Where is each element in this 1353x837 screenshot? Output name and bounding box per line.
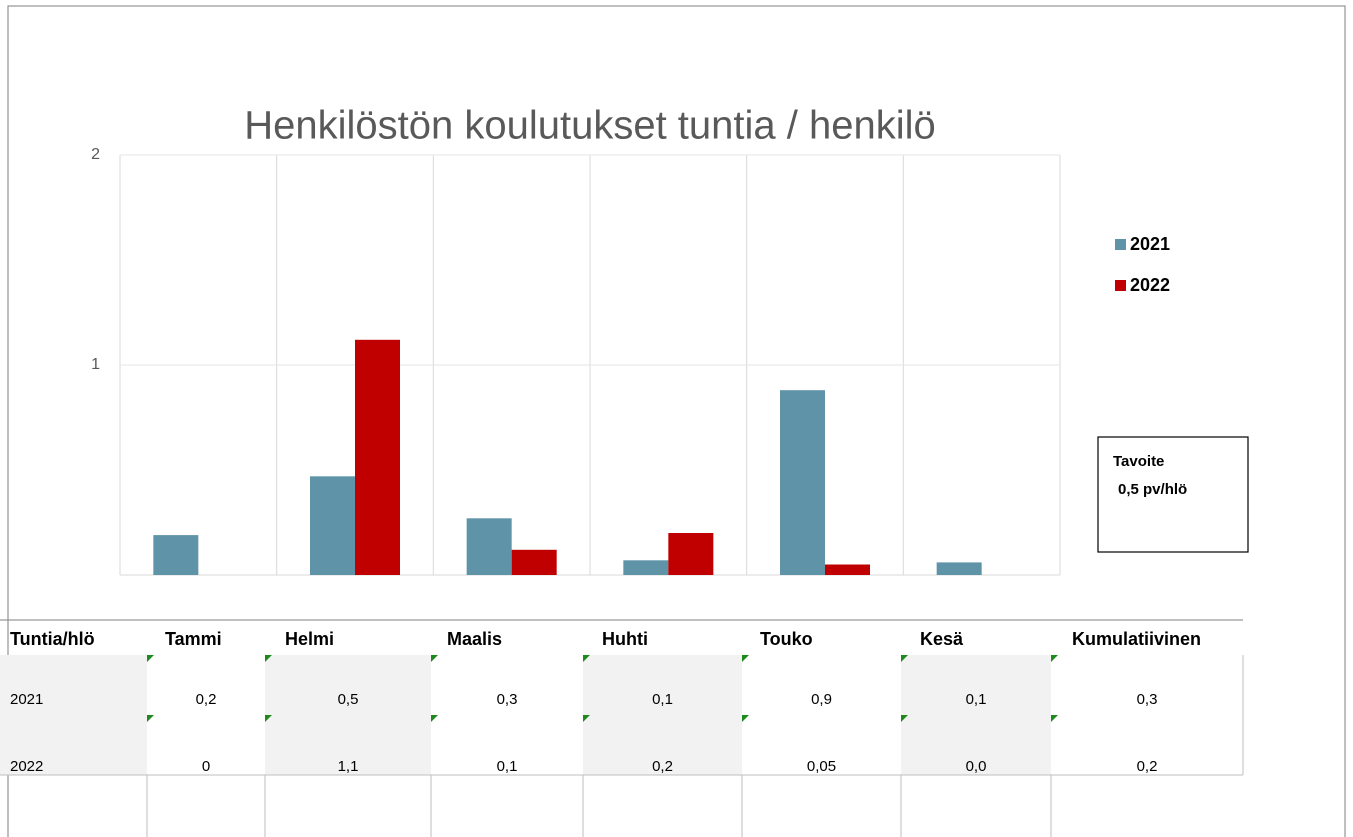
table-cell: 0,2	[1137, 758, 1158, 775]
cell-marker	[147, 715, 154, 722]
bar	[355, 339, 400, 575]
table-header: Maalis	[447, 629, 502, 649]
table-cell: 0,1	[652, 691, 673, 708]
table-cell: 0,9	[811, 691, 832, 708]
table-cell: 0,2	[652, 758, 673, 775]
cell-marker	[901, 655, 908, 662]
table-cell: 1,1	[338, 758, 359, 775]
shaded-column	[0, 655, 147, 775]
bar	[780, 390, 825, 575]
cell-marker	[431, 655, 438, 662]
frame	[7, 5, 1346, 837]
shaded-column	[265, 655, 431, 775]
bar	[668, 533, 714, 575]
bar	[936, 562, 982, 575]
table-cell: 0,1	[966, 691, 987, 708]
table-header: Tammi	[165, 629, 222, 649]
table-header: Huhti	[602, 629, 648, 649]
cell-marker	[431, 715, 438, 722]
row-label: 2021	[10, 691, 43, 708]
cell-marker	[1051, 655, 1058, 662]
annotation: Tavoite	[1113, 453, 1164, 470]
bar	[623, 560, 669, 575]
bar	[466, 518, 512, 575]
bar	[511, 549, 557, 575]
bar	[310, 476, 355, 575]
bar	[153, 535, 199, 575]
table-cell: 0	[202, 758, 210, 775]
table-cell: 0,2	[196, 691, 217, 708]
legend-label: 2022	[1130, 275, 1170, 295]
shaded-column	[901, 655, 1051, 775]
y-tick-label: 2	[91, 146, 100, 163]
legend-label: 2021	[1130, 234, 1170, 254]
table-header: Touko	[760, 629, 813, 649]
y-tick-label: 1	[91, 356, 100, 373]
table-header: Kumulatiivinen	[1072, 629, 1201, 649]
bar	[825, 564, 870, 575]
cell-marker	[583, 715, 590, 722]
table-cell: 0,3	[1137, 691, 1158, 708]
legend-swatch	[1115, 280, 1126, 291]
cell-marker	[742, 715, 749, 722]
table-cell: 0,0	[966, 758, 987, 775]
cell-marker	[901, 715, 908, 722]
cell-marker	[742, 655, 749, 662]
annotation: 0,5 pv/hlö	[1118, 481, 1187, 498]
annotation-box	[1097, 436, 1249, 553]
cell-marker	[583, 655, 590, 662]
table-cell: 0,1	[497, 758, 518, 775]
table-cell: 0,3	[497, 691, 518, 708]
row-label: 2022	[10, 758, 43, 775]
table-header: Helmi	[285, 629, 334, 649]
table-corner: Tuntia/hlö	[10, 629, 95, 649]
cell-marker	[147, 655, 154, 662]
chart-title: Henkilöstön koulutukset tuntia / henkilö	[244, 104, 936, 148]
table-cell: 0,05	[807, 758, 836, 775]
cell-marker	[1051, 715, 1058, 722]
table-header: Kesä	[920, 629, 964, 649]
cell-marker	[265, 715, 272, 722]
shaded-column	[583, 655, 742, 775]
cell-marker	[265, 655, 272, 662]
table-cell: 0,5	[338, 691, 359, 708]
legend-swatch	[1115, 239, 1126, 250]
